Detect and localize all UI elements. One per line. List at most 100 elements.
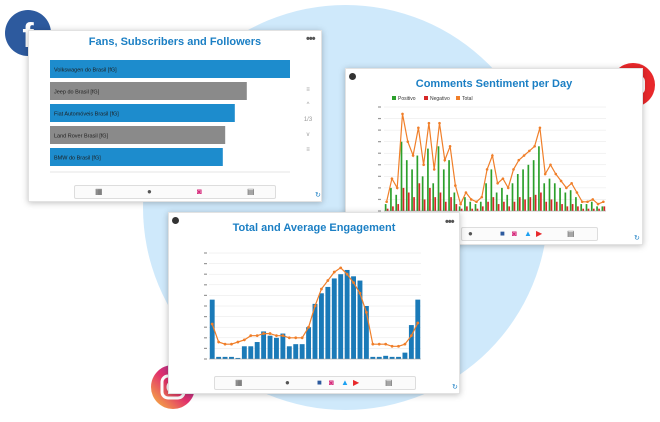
sentiment-total-point — [580, 200, 584, 204]
engagement-line-point — [242, 338, 246, 342]
sentiment-total-point — [390, 177, 394, 180]
sentiment-total-point — [448, 144, 452, 148]
info-icon[interactable] — [172, 217, 179, 224]
engagement-line-point — [281, 334, 285, 338]
sentiment-tick — [378, 106, 381, 108]
sentiment-positive-bar — [479, 201, 482, 211]
sentiment-title: Comments Sentiment per Day — [415, 78, 573, 90]
sentiment-total-point — [411, 154, 415, 157]
engagement-line-point — [403, 342, 407, 346]
sentiment-tick — [378, 187, 381, 189]
sentiment-positive-bar — [569, 190, 572, 211]
sentiment-positive-bar — [432, 183, 435, 211]
engagement-bar — [299, 344, 305, 359]
user-icon[interactable]: ● — [147, 187, 152, 196]
engagement-bar — [261, 331, 267, 359]
sentiment-negative-bar — [418, 183, 421, 211]
engagement-bar — [325, 286, 331, 359]
sentiment-negative-bar — [540, 192, 542, 211]
user-icon[interactable]: ● — [285, 378, 290, 387]
sentiment-total-point — [522, 154, 526, 157]
engagement-bar — [408, 325, 414, 359]
engagement-line-point — [300, 336, 304, 340]
fans-bar — [50, 104, 235, 122]
sentiment-positive-bar — [474, 204, 477, 211]
pager-up-icon[interactable]: ^ — [306, 102, 310, 108]
menu-dots-icon[interactable]: ••• — [306, 33, 316, 45]
engagement-bar — [209, 299, 215, 359]
pager-page: 1/3 — [303, 117, 313, 123]
facebook-icon[interactable]: ■ — [317, 378, 322, 387]
sentiment-tick — [378, 210, 381, 212]
sentiment-total-point — [602, 200, 605, 204]
calendar-icon[interactable]: ▦ — [95, 187, 103, 196]
fans-bar-chart: Volkswagen do Brasil [fG] Jeep do Brasil … — [50, 60, 290, 173]
engagement-line-point — [249, 334, 253, 338]
facebook-icon[interactable]: ■ — [500, 229, 505, 238]
sentiment-positive-bar — [416, 155, 419, 211]
info-icon[interactable] — [349, 73, 356, 80]
sentiment-total-point — [491, 154, 494, 157]
engagement-line-point — [358, 291, 362, 295]
sentiment-negative-bar — [386, 208, 389, 211]
sentiment-total-point — [512, 168, 515, 171]
engagement-bar — [318, 293, 324, 359]
fans-bar — [50, 148, 223, 166]
list-icon[interactable]: ▤ — [247, 187, 255, 196]
sync-icon[interactable]: ↻ — [634, 235, 640, 242]
engagement-bar — [241, 346, 247, 359]
sentiment-negative-bar — [407, 192, 410, 211]
sentiment-negative-bar — [529, 197, 532, 211]
youtube-icon[interactable]: ▶ — [536, 229, 543, 238]
twitter-icon[interactable]: ▲ — [524, 229, 532, 238]
sentiment-total-point — [422, 163, 425, 167]
sentiment-total-point — [506, 186, 510, 190]
sync-icon[interactable]: ↻ — [315, 192, 321, 199]
sentiment-positive-bar — [384, 204, 387, 211]
sentiment-negative-bar — [603, 206, 606, 211]
twitter-icon[interactable]: ▲ — [341, 378, 349, 387]
sentiment-positive-bar — [553, 183, 556, 211]
engagement-bar — [216, 356, 222, 359]
sentiment-tick — [378, 117, 381, 120]
sentiment-negative-bar — [598, 208, 600, 211]
engagement-line-point — [275, 334, 278, 338]
instagram-icon[interactable]: ◙ — [197, 187, 202, 196]
engagement-line-point — [352, 281, 355, 285]
engagement-line-point — [294, 336, 298, 340]
sync-icon[interactable]: ↻ — [452, 384, 458, 391]
sentiment-total-point — [401, 112, 404, 116]
pager-down-icon[interactable]: v — [306, 132, 310, 138]
sentiment-positive-bar — [421, 176, 424, 211]
sentiment-negative-bar — [439, 192, 442, 211]
engagement-line-point — [223, 342, 227, 346]
sentiment-positive-bar — [585, 204, 588, 211]
calendar-icon[interactable]: ▦ — [235, 378, 243, 387]
user-icon[interactable]: ● — [468, 229, 473, 238]
pager-bottom-icon[interactable]: ≡ — [306, 147, 310, 153]
pager-top-icon[interactable]: ≡ — [306, 87, 310, 93]
engagement-toolbar: ▦ ● ■ ◙ ▲ ▶ ▤ — [214, 376, 416, 390]
sentiment-negative-bar — [397, 204, 400, 211]
instagram-icon[interactable]: ◙ — [512, 229, 517, 238]
engagement-bar — [331, 278, 337, 359]
sentiment-negative-bar — [429, 187, 431, 211]
sentiment-toolbar: ● ■ ◙ ▲ ▶ ▤ — [461, 227, 598, 241]
sentiment-positive-bar — [564, 192, 567, 211]
sentiment-total-point — [464, 191, 468, 194]
sentiment-negative-bar — [545, 201, 548, 211]
list-icon[interactable]: ▤ — [567, 229, 575, 238]
engagement-line-point — [364, 310, 368, 314]
menu-dots-icon[interactable]: ••• — [445, 216, 455, 228]
list-icon[interactable]: ▤ — [385, 378, 393, 387]
engagement-chart — [204, 252, 421, 360]
sentiment-tick — [378, 164, 381, 166]
sentiment-positive-bar — [527, 164, 530, 211]
sentiment-total-point — [480, 195, 484, 199]
engagement-tick — [204, 358, 207, 360]
youtube-icon[interactable]: ▶ — [353, 378, 360, 387]
sentiment-total-point — [406, 140, 410, 143]
sentiment-positive-bar — [516, 174, 519, 211]
instagram-icon[interactable]: ◙ — [329, 378, 334, 387]
engagement-bar — [338, 274, 344, 359]
